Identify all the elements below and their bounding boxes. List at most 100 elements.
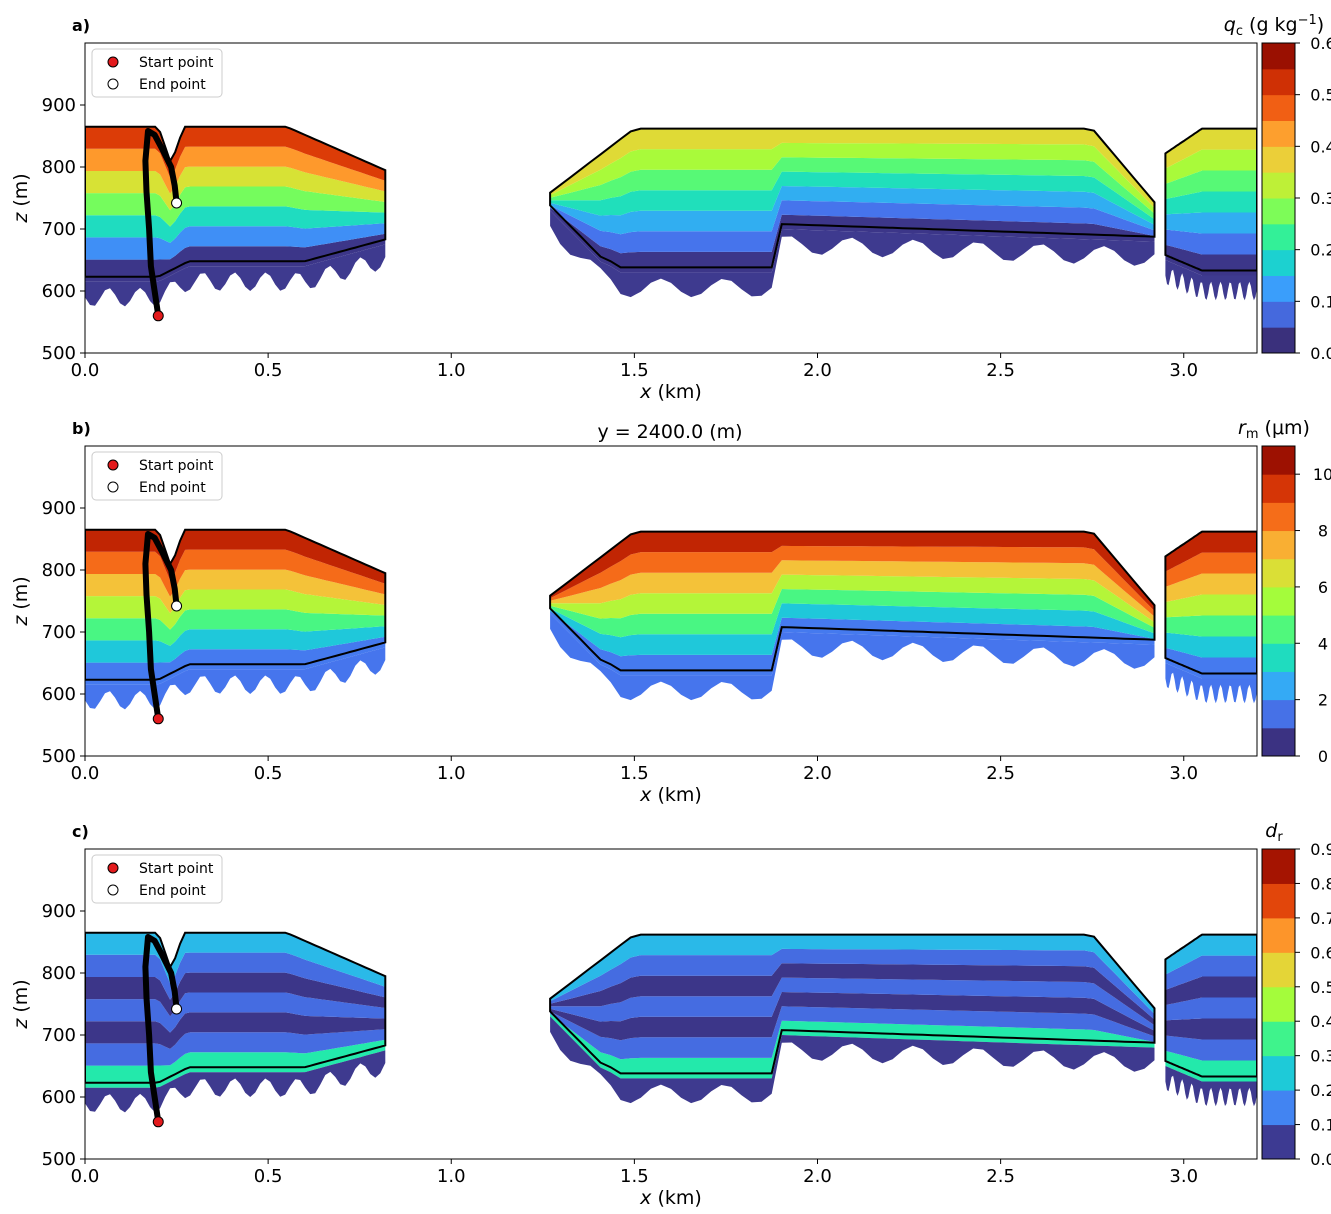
x-tick-label: 3.0 (1169, 1166, 1198, 1187)
x-tick-label: 0.5 (254, 763, 283, 784)
colorbar-level (1262, 1021, 1295, 1057)
colorbar-level (1262, 952, 1295, 988)
colorbar-level (1262, 883, 1295, 919)
cloud-band (85, 609, 386, 646)
y-tick-label: 800 (42, 157, 76, 178)
cloud-contour (85, 931, 387, 1084)
colorbar-frame (1261, 445, 1296, 757)
y-axis-label: z (m) (10, 173, 32, 223)
x-tick-label: 1.5 (620, 360, 649, 381)
x-tick-label: 0.5 (254, 1166, 283, 1187)
end-point-marker (171, 1003, 183, 1015)
legend-end-label: End point (139, 77, 206, 93)
y-tick-label: 500 (42, 746, 76, 767)
legend-end-label: End point (139, 883, 206, 899)
colorbar-level (1262, 146, 1295, 173)
legend-end-marker (107, 78, 119, 90)
legend-start-marker (107, 56, 119, 68)
cloud-band (1165, 594, 1257, 618)
cloud-band (550, 603, 1155, 657)
cloud-band (85, 589, 386, 630)
cloud-band (1165, 244, 1257, 276)
colorbar-tick-label: 0.6 (1310, 34, 1331, 53)
cloud-band (85, 992, 386, 1033)
x-tick-label: 1.0 (437, 763, 466, 784)
x-tick-label: 2.0 (803, 763, 832, 784)
colorbar-tick-label: 6 (1318, 578, 1328, 597)
panel-label: b) (72, 419, 91, 438)
x-tick-label: 0.5 (254, 360, 283, 381)
cloud-contour (1164, 127, 1257, 272)
legend-end-marker (107, 884, 119, 896)
x-axis-label: x (km) (639, 1187, 702, 1209)
cloud-band (550, 1006, 1155, 1060)
colorbar-level (1262, 68, 1295, 96)
cloud-band (550, 207, 1155, 273)
colorbar-level (1262, 172, 1295, 199)
cloud-contour (85, 125, 387, 278)
cloud-band (550, 128, 1155, 208)
x-tick-label: 1.0 (437, 1166, 466, 1187)
cloud-band (1165, 229, 1257, 255)
cloud-fringe (85, 1050, 386, 1113)
x-tick-label: 1.5 (620, 763, 649, 784)
colorbar-level (1262, 1055, 1295, 1091)
colorbar-tick-label: 0.2 (1310, 1081, 1331, 1100)
colorbar-level (1262, 301, 1295, 328)
axes-frame (84, 445, 1258, 757)
start-point-marker (152, 310, 164, 322)
legend-start-label: Start point (139, 458, 214, 474)
cloud-contour (1164, 933, 1257, 1078)
y-tick-label: 600 (42, 1087, 76, 1108)
colorbar-level (1262, 1090, 1295, 1126)
plot-area (85, 931, 1257, 1128)
colorbar-level (1262, 530, 1295, 560)
cloud-band (550, 589, 1155, 638)
cloud-band (1165, 1050, 1257, 1082)
cloud-band (85, 626, 386, 663)
x-tick-label: 2.5 (986, 763, 1015, 784)
y-tick-label: 500 (42, 343, 76, 364)
colorbar: 0.0 0.1 0.2 0.3 0.4 0.5 0.6qc (g kg−1) (1224, 13, 1331, 363)
y-tick-label: 500 (42, 1149, 76, 1170)
cloud-band (85, 146, 386, 194)
cloud-band (1165, 552, 1257, 587)
colorbar-level (1262, 94, 1295, 121)
cloud-band (1165, 997, 1257, 1021)
axes-frame (84, 42, 1258, 354)
x-tick-label: 0.0 (71, 1166, 100, 1187)
colorbar-tick-label: 0.4 (1310, 137, 1331, 156)
cloud-contour (549, 933, 1156, 1075)
colorbar-level (1262, 643, 1295, 672)
cloud-fringe (550, 210, 1155, 298)
y-tick-label: 800 (42, 963, 76, 984)
cloud-band (85, 186, 386, 227)
cloud-band (1165, 573, 1257, 603)
cloud-band (550, 963, 1155, 1026)
axes-frame (84, 848, 1258, 1160)
cloud-band (85, 223, 386, 260)
colorbar-level (1262, 727, 1295, 757)
cloud-band (1165, 1035, 1257, 1061)
plot-area (85, 125, 1257, 322)
legend-box (91, 451, 223, 501)
colorbar-tick-label: 0.3 (1310, 189, 1331, 208)
cloud-band (550, 934, 1155, 1014)
y-tick-label: 800 (42, 560, 76, 581)
cloud-band (550, 1013, 1155, 1079)
colorbar-level (1262, 671, 1295, 701)
colorbar-tick-label: 0.7 (1310, 909, 1331, 928)
cloud-band (1165, 955, 1257, 990)
colorbar-level (1262, 120, 1295, 147)
x-axis-label: x (km) (639, 784, 702, 806)
cloud-band (85, 972, 386, 1017)
legend-start-marker (107, 862, 119, 874)
colorbar-tick-label: 0.9 (1310, 840, 1331, 859)
colorbar-level (1262, 849, 1295, 884)
cloud-band (550, 545, 1155, 617)
colorbar-label: qc (g kg−1) (1224, 13, 1324, 39)
colorbar-level (1262, 275, 1295, 302)
cloud-band (1165, 170, 1257, 200)
legend-end-label: End point (139, 480, 206, 496)
